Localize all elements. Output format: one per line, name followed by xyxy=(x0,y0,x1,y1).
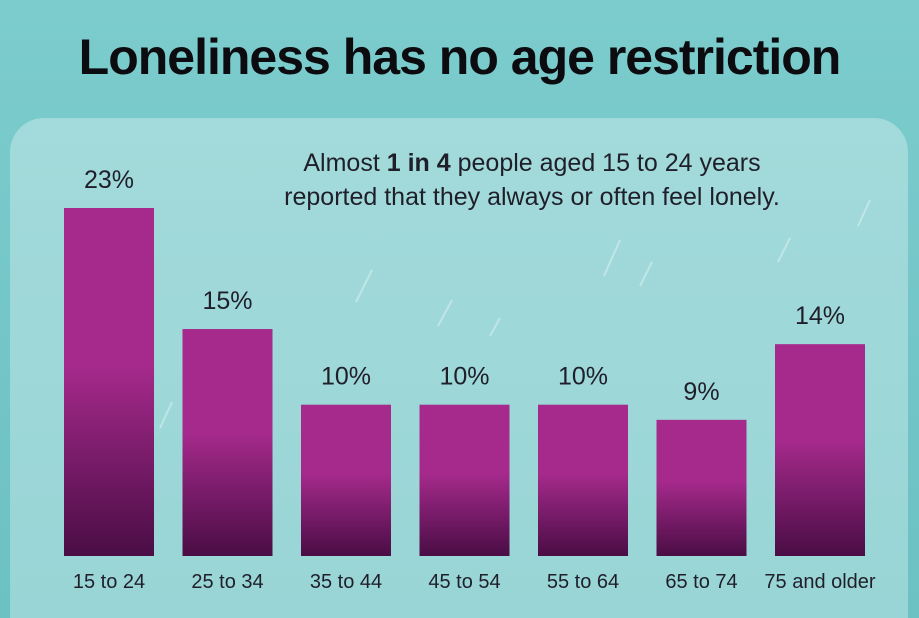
value-label: 14% xyxy=(795,302,845,330)
annotation-text-start: Almost xyxy=(303,149,387,177)
bar-15-to-24 xyxy=(64,208,154,556)
value-label: 9% xyxy=(683,378,719,406)
category-label: 25 to 34 xyxy=(191,571,263,593)
category-labels-group: 15 to 24 25 to 34 35 to 44 45 to 54 55 to 64… xyxy=(73,571,876,593)
bar-55-to-64 xyxy=(538,404,628,556)
category-label: 55 to 64 xyxy=(547,571,619,593)
chart-annotation: Almost 1 in 4 people aged 15 to 24 years… xyxy=(222,146,842,214)
value-label: 15% xyxy=(202,287,252,315)
annotation-highlight: 1 in 4 xyxy=(386,149,451,177)
bar-25-to-34 xyxy=(182,329,273,556)
bar-75-and-older xyxy=(775,344,865,556)
category-label: 65 to 74 xyxy=(665,571,737,593)
chart-title: Loneliness has no age restriction xyxy=(78,29,842,85)
rain-decoration xyxy=(159,199,871,429)
annotation-text-line2: reported that they always or often feel … xyxy=(284,183,780,211)
value-label: 10% xyxy=(439,363,489,391)
value-label: 10% xyxy=(321,363,371,391)
value-label: 23% xyxy=(84,166,134,194)
bars-group xyxy=(64,208,865,556)
bar-65-to-74 xyxy=(656,419,747,556)
value-label: 10% xyxy=(558,363,608,391)
category-label: 15 to 24 xyxy=(73,571,145,593)
bar-45-to-54 xyxy=(419,404,510,556)
bar-35-to-44 xyxy=(301,404,391,556)
category-label: 75 and older xyxy=(764,571,876,593)
category-label: 45 to 54 xyxy=(428,571,500,593)
value-labels-group: 23% 15% 10% 10% 10% 9% 14% xyxy=(84,166,845,406)
category-label: 35 to 44 xyxy=(310,571,382,593)
annotation-text-end: people aged 15 to 24 years xyxy=(450,149,761,177)
